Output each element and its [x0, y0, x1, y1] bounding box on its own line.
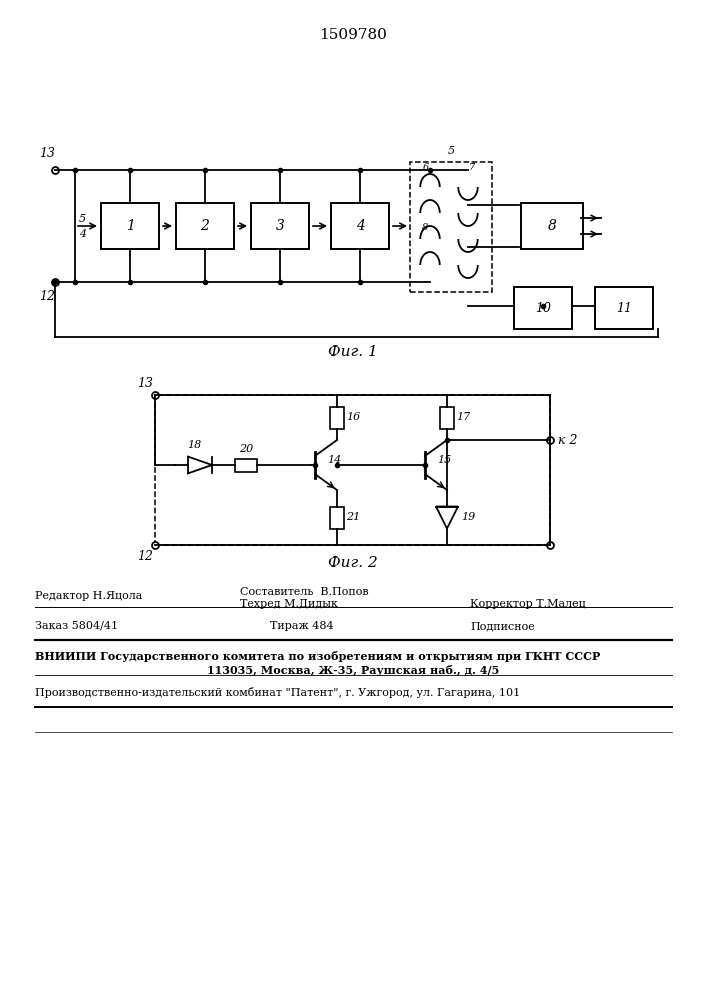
Text: 11: 11 [616, 302, 632, 314]
Text: 5: 5 [79, 214, 86, 224]
Bar [331, 203, 389, 249]
Text: 4: 4 [79, 229, 86, 239]
Text: 21: 21 [346, 512, 361, 522]
Text: 8: 8 [422, 224, 428, 232]
Text: 15: 15 [437, 455, 451, 465]
Text: Составитель  В.Попов: Составитель В.Попов [240, 587, 368, 597]
Text: 19: 19 [461, 512, 475, 522]
Text: 2: 2 [201, 219, 209, 233]
Text: 12: 12 [39, 290, 55, 303]
Text: 6: 6 [423, 163, 429, 172]
Text: 13: 13 [39, 147, 55, 160]
Text: Фиг. 1: Фиг. 1 [328, 345, 378, 359]
Bar [514, 287, 572, 329]
Text: ВНИИПИ Государственного комитета по изобретениям и открытиям при ГКНТ СССР: ВНИИПИ Государственного комитета по изоб… [35, 652, 600, 662]
Text: 14: 14 [327, 455, 341, 465]
Text: Подписное: Подписное [470, 621, 534, 631]
Text: 7: 7 [469, 163, 475, 172]
Text: Фиг. 2: Фиг. 2 [328, 556, 378, 570]
Text: 16: 16 [346, 412, 361, 422]
Text: 1: 1 [126, 219, 134, 233]
Text: 13: 13 [137, 377, 153, 390]
Text: 1509780: 1509780 [319, 28, 387, 42]
Text: 5: 5 [448, 146, 455, 156]
Text: 3: 3 [276, 219, 284, 233]
Text: Редактор Н.Яцола: Редактор Н.Яцола [35, 591, 142, 601]
Bar [330, 506, 344, 528]
Bar [251, 203, 309, 249]
Text: Корректор Т.Малец: Корректор Т.Малец [470, 599, 586, 609]
Bar [176, 203, 234, 249]
Text: Производственно-издательский комбинат "Патент", г. Ужгород, ул. Гагарина, 101: Производственно-издательский комбинат "П… [35, 686, 520, 698]
Text: 4: 4 [356, 219, 364, 233]
Bar [155, 395, 550, 545]
Text: Техред М.Дидык: Техред М.Дидык [240, 599, 338, 609]
Bar [330, 406, 344, 428]
Text: 10: 10 [535, 302, 551, 314]
Text: 20: 20 [239, 444, 253, 454]
Text: 18: 18 [187, 440, 201, 450]
Bar [410, 162, 492, 292]
Bar [521, 203, 583, 249]
Text: 113035, Москва, Ж-35, Раушская наб., д. 4/5: 113035, Москва, Ж-35, Раушская наб., д. … [207, 664, 499, 676]
Text: 12: 12 [137, 550, 153, 563]
Text: к 2: к 2 [558, 434, 578, 446]
Text: Заказ 5804/41: Заказ 5804/41 [35, 621, 118, 631]
Bar [440, 406, 454, 428]
Bar [235, 458, 257, 472]
Text: 8: 8 [547, 219, 556, 233]
Bar [595, 287, 653, 329]
Text: 17: 17 [456, 412, 470, 422]
Bar [101, 203, 159, 249]
Text: Тираж 484: Тираж 484 [270, 621, 334, 631]
